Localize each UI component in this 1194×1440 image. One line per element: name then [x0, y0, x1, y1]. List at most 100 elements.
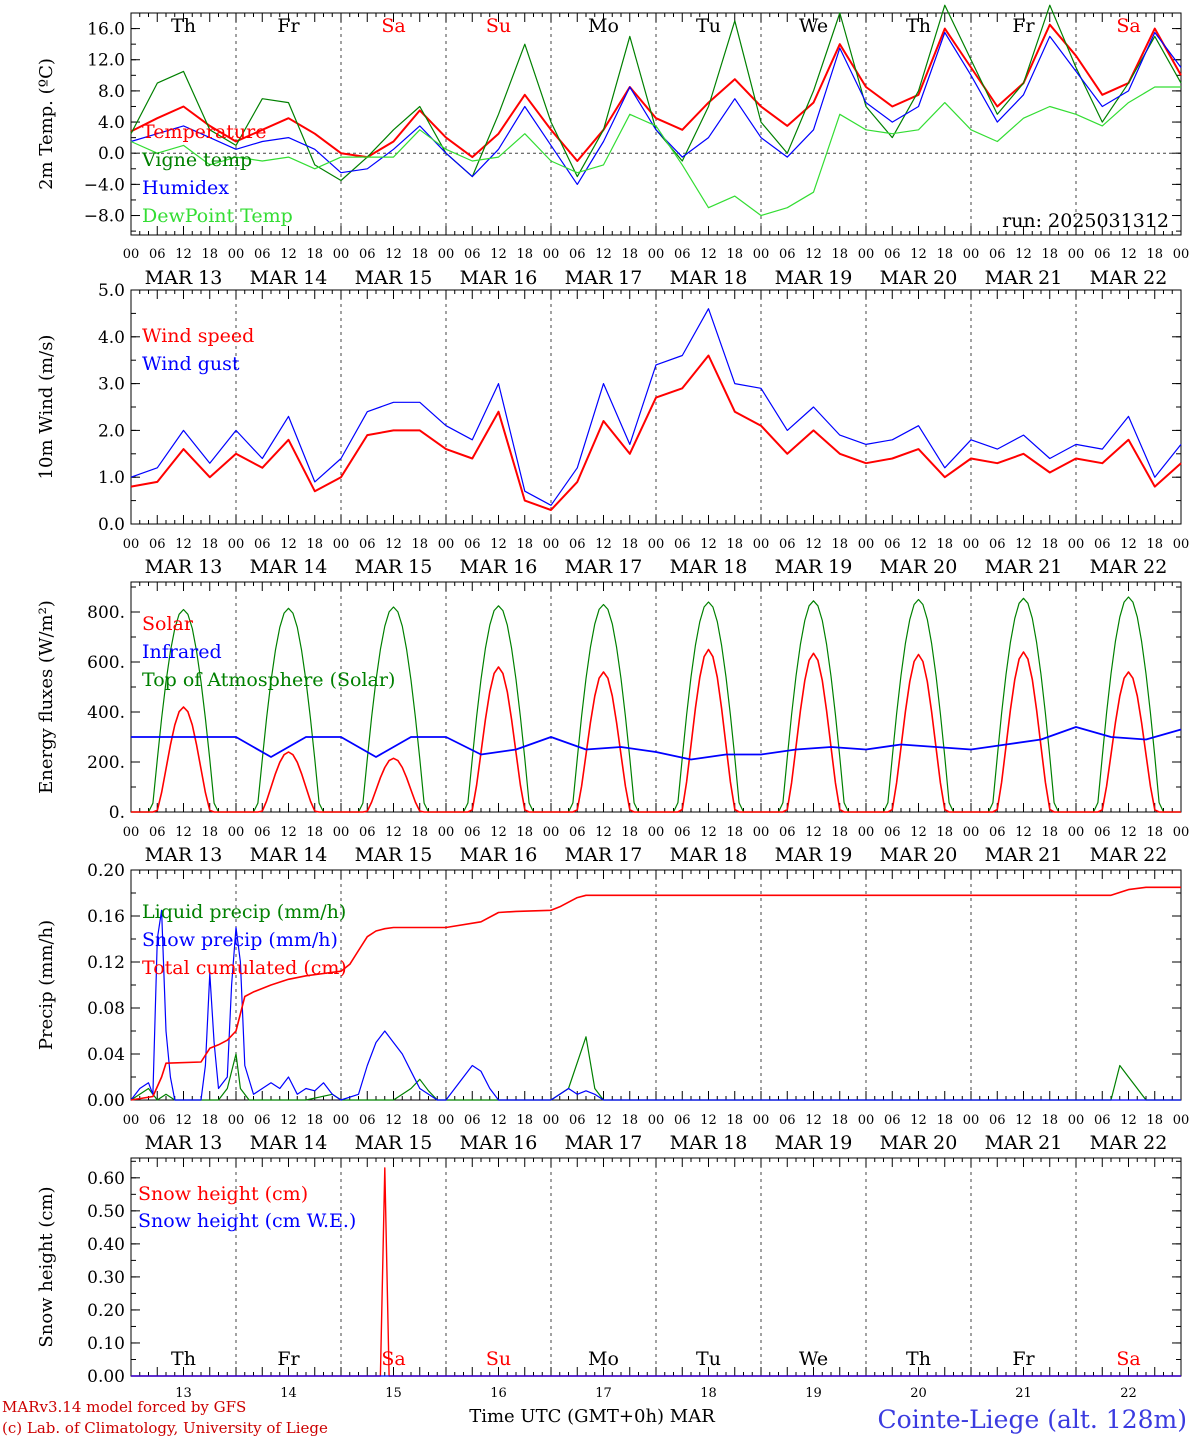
- series-line-solar: [131, 648, 1181, 813]
- hour-tick-label: 18: [411, 825, 428, 840]
- chart-panel-4: 0.00 0.04 0.08 0.12 0.16 0.20 Precip (mm/h) 00 0…: [36, 861, 1189, 1154]
- legend-entry: DewPoint Temp: [142, 205, 293, 227]
- day-name-label: Th: [171, 15, 196, 37]
- day-number-label: 15: [385, 1386, 402, 1401]
- hour-tick-label: 18: [516, 537, 533, 552]
- hour-tick-label: 18: [1041, 537, 1058, 552]
- day-number-label: 13: [175, 1386, 192, 1401]
- hour-tick-label: 12: [910, 537, 927, 552]
- hour-tick-label: 12: [1015, 537, 1032, 552]
- hour-tick-label: 06: [989, 1113, 1006, 1128]
- hour-tick-label: 18: [201, 1113, 218, 1128]
- hour-tick-label: 06: [464, 1113, 481, 1128]
- hour-tick-label: 18: [621, 825, 638, 840]
- day-name-label: Fr: [277, 15, 300, 37]
- date-label: MAR 19: [775, 1132, 853, 1154]
- chart-panel-1: −8.0 −4.0 0.0 4.0 8.0 12.0 16.0 2m Temp. (ºC) 00…: [36, 4, 1189, 289]
- hour-tick-label: 00: [963, 247, 980, 262]
- hour-tick-label: 00: [543, 537, 560, 552]
- hour-tick-label: 18: [726, 825, 743, 840]
- day-name-label: Sa: [381, 15, 405, 37]
- hour-tick-label: 12: [700, 1113, 717, 1128]
- hour-tick-label: 00: [1173, 825, 1190, 840]
- hour-tick-label: 06: [674, 247, 691, 262]
- date-label: MAR 14: [250, 844, 328, 866]
- hour-tick-label: 18: [621, 247, 638, 262]
- legend-entry: Wind speed: [142, 325, 254, 347]
- chart-panels: −8.0 −4.0 0.0 4.0 8.0 12.0 16.0 2m Temp. (ºC) 00…: [36, 4, 1190, 1401]
- date-label: MAR 21: [985, 267, 1063, 289]
- station-name: Cointe-Liege (alt. 128m): [878, 1405, 1187, 1434]
- hour-tick-label: 06: [989, 247, 1006, 262]
- hour-tick-label: 06: [779, 537, 796, 552]
- date-label: MAR 19: [775, 556, 853, 578]
- date-label: MAR 17: [565, 556, 643, 578]
- hour-tick-label: 06: [254, 537, 271, 552]
- y-tick-label: 2.0: [98, 421, 125, 441]
- hour-tick-label: 12: [385, 537, 402, 552]
- day-number-label: 16: [490, 1386, 507, 1401]
- series-line-wind-speed: [130, 354, 1182, 511]
- series-line-infrared: [131, 726, 1182, 761]
- hour-tick-label: 00: [648, 825, 665, 840]
- hour-tick-label: 12: [595, 825, 612, 840]
- day-number-label: 18: [700, 1386, 717, 1401]
- hour-tick-label: 06: [884, 1113, 901, 1128]
- hour-tick-label: 12: [490, 1113, 507, 1128]
- hour-tick-label: 06: [569, 537, 586, 552]
- day-number-label: 19: [805, 1386, 822, 1401]
- hour-tick-label: 12: [1120, 825, 1137, 840]
- hour-tick-label: 18: [1146, 537, 1163, 552]
- y-axis-label: Snow height (cm): [36, 1186, 57, 1347]
- hour-tick-label: 00: [438, 1113, 455, 1128]
- hour-tick-label: 06: [569, 825, 586, 840]
- date-label: MAR 16: [460, 844, 538, 866]
- date-label: MAR 14: [250, 267, 328, 289]
- hour-tick-label: 18: [831, 537, 848, 552]
- legend-entry: Humidex: [142, 177, 229, 199]
- hour-tick-label: 00: [333, 1113, 350, 1128]
- hour-tick-label: 12: [490, 825, 507, 840]
- hour-tick-label: 12: [1015, 825, 1032, 840]
- hour-tick-label: 18: [516, 247, 533, 262]
- hour-tick-label: 06: [674, 537, 691, 552]
- hour-tick-label: 00: [543, 825, 560, 840]
- hour-tick-label: 18: [516, 1113, 533, 1128]
- hour-tick-label: 12: [175, 1113, 192, 1128]
- hour-tick-label: 06: [1094, 1113, 1111, 1128]
- hour-tick-label: 00: [963, 537, 980, 552]
- date-label: MAR 18: [670, 1132, 748, 1154]
- y-tick-label: 0.: [109, 803, 125, 823]
- day-name-label: Th: [906, 1348, 931, 1370]
- hour-tick-label: 12: [805, 1113, 822, 1128]
- hour-tick-label: 06: [464, 537, 481, 552]
- y-tick-label: 600.: [87, 653, 125, 673]
- hour-tick-label: 12: [910, 247, 927, 262]
- hour-tick-label: 00: [543, 1113, 560, 1128]
- hour-tick-label: 12: [910, 1113, 927, 1128]
- day-name-label: Fr: [1012, 15, 1035, 37]
- hour-tick-label: 18: [831, 247, 848, 262]
- hour-tick-label: 18: [726, 247, 743, 262]
- hour-tick-label: 06: [884, 825, 901, 840]
- y-tick-label: 200.: [87, 753, 125, 773]
- hour-tick-label: 18: [411, 1113, 428, 1128]
- hour-tick-label: 06: [674, 825, 691, 840]
- legend-entry: Snow height (cm W.E.): [138, 1210, 356, 1232]
- hour-tick-label: 00: [753, 537, 770, 552]
- run-label: run: 2025031312: [1002, 210, 1169, 232]
- legend-entry: Liquid precip (mm/h): [142, 901, 346, 923]
- legend-entry: Total cumulated (cm): [142, 957, 347, 979]
- hour-tick-label: 06: [569, 1113, 586, 1128]
- y-tick-label: −8.0: [84, 207, 125, 227]
- y-tick-label: 0.0: [98, 144, 125, 164]
- hour-tick-label: 00: [438, 537, 455, 552]
- hour-tick-label: 00: [963, 1113, 980, 1128]
- y-axis-label: 2m Temp. (ºC): [36, 58, 57, 190]
- date-label: MAR 13: [145, 267, 223, 289]
- y-tick-label: 8.0: [98, 82, 125, 102]
- hour-tick-label: 06: [359, 825, 376, 840]
- legend-entry: Top of Atmosphere (Solar): [142, 669, 395, 691]
- date-label: MAR 15: [355, 1132, 433, 1154]
